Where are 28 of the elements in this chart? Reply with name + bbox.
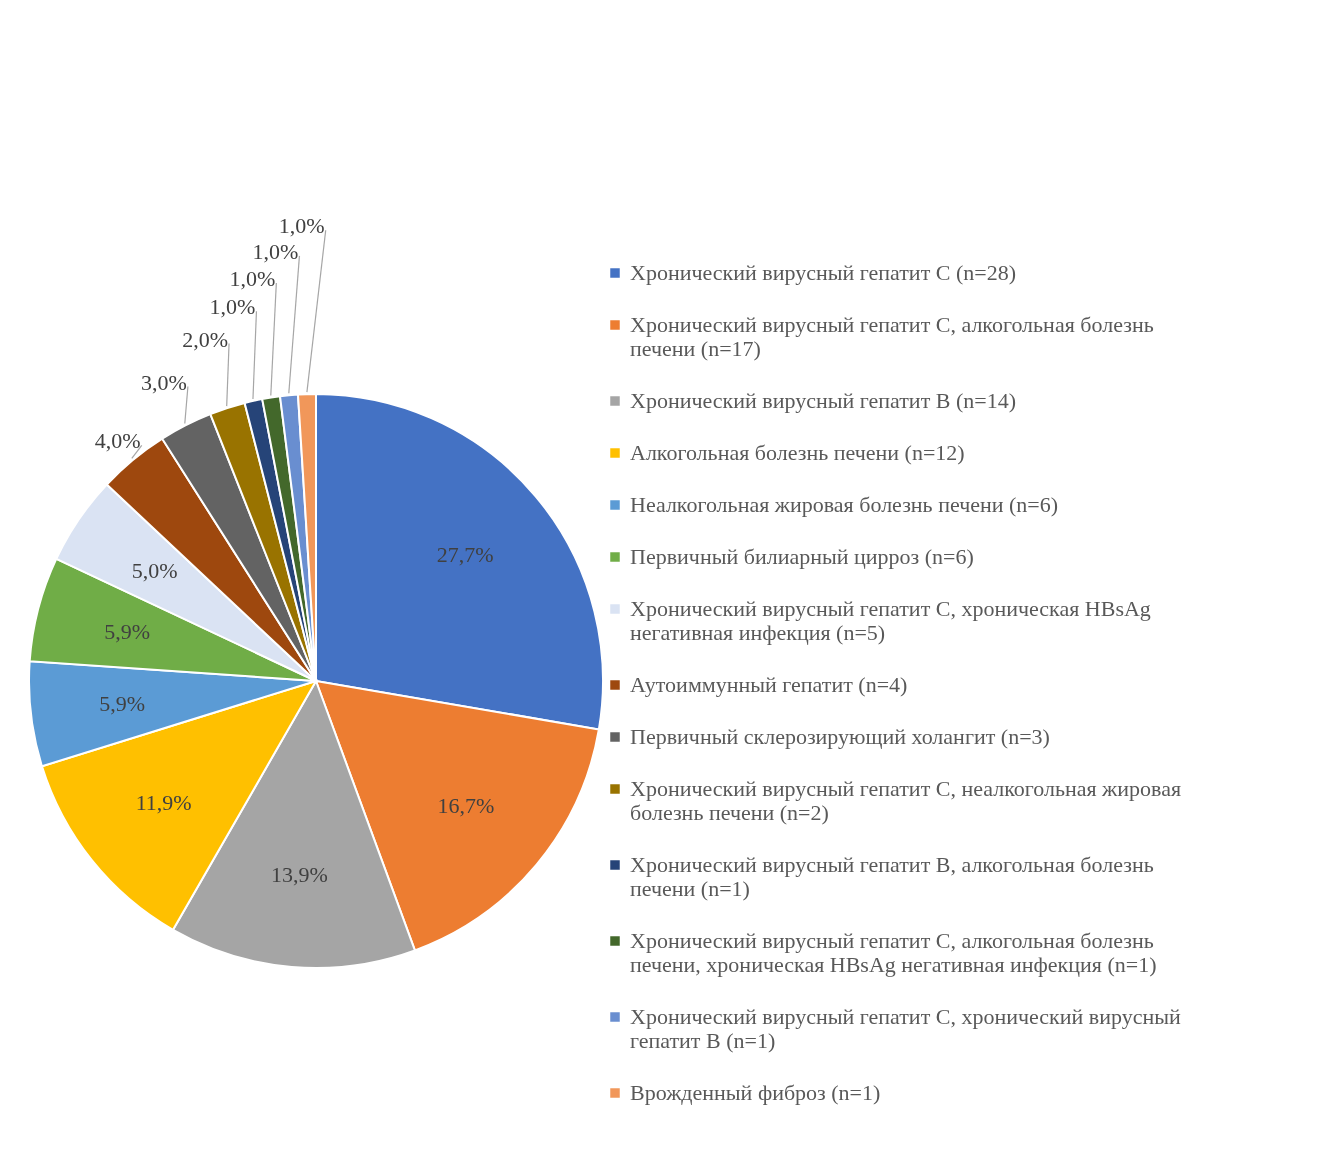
data-label: 13,9% — [271, 862, 328, 888]
legend-label: Хронический вирусный гепатит В (n=14) — [630, 388, 1016, 413]
data-label: 1,0% — [209, 294, 256, 320]
data-label: 4,0% — [94, 428, 141, 454]
data-label: 27,7% — [436, 542, 494, 568]
data-label: 1,0% — [278, 213, 325, 239]
data-label: 2,0% — [182, 326, 228, 352]
legend-label: Хронический вирусный гепатит С (n=28) — [630, 260, 1016, 285]
legend-label: Врожденный фиброз (n=1) — [630, 1080, 881, 1105]
legend-label: Первичный склерозирующий холангит (n=3) — [630, 724, 1050, 749]
legend-label: Неалкогольная жировая болезнь печени (n=6) — [630, 492, 1059, 517]
data-label: 1,0% — [252, 238, 299, 264]
legend-label: Аутоиммунный гепатит (n=4) — [630, 672, 908, 697]
data-label: 3,0% — [141, 369, 187, 395]
legend-label: Хронический вирусный гепатит С, неалкогольная жировая болезнь печени (n=2) — [630, 776, 1182, 825]
data-label: 11,9% — [135, 790, 192, 816]
legend-label: Хронический вирусный гепатит В, алкогольная болезнь печени (n=1) — [630, 852, 1154, 901]
legend-label: Хронический вирусный гепатит С, хроническая HBsAg негативная инфекция (n=5) — [630, 596, 1151, 645]
legend-label: Хронический вирусный гепатит С, хронический вирусный гепатит В (n=1) — [630, 1004, 1182, 1053]
data-label: 1,0% — [229, 266, 276, 292]
data-label: 16,7% — [437, 792, 495, 818]
legend-label: Хронический вирусный гепатит С, алкогольная болезнь печени (n=17) — [630, 312, 1154, 361]
data-label: 5,9% — [104, 618, 151, 644]
data-label: 5,0% — [131, 558, 178, 584]
legend-label: Хронический вирусный гепатит С, алкогольная болезнь печени, хроническая HBsAg негативная инфекция (n=1) — [630, 928, 1157, 977]
legend-label: Первичный билиарный цирроз (n=6) — [630, 544, 974, 569]
data-label: 5,9% — [99, 690, 146, 716]
legend-label: Алкогольная болезнь печени (n=12) — [630, 440, 965, 465]
